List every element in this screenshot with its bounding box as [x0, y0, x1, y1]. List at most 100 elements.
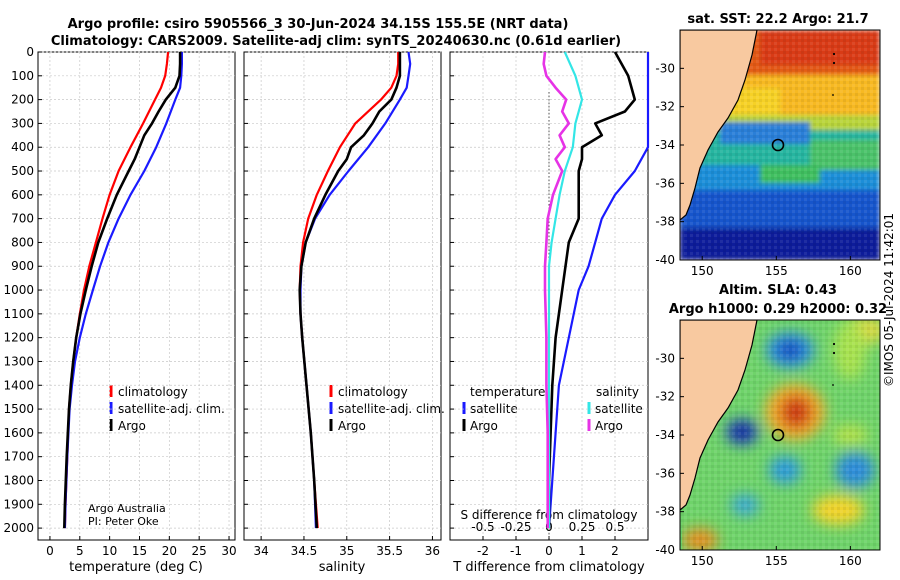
legend-climatology-label: climatology	[338, 385, 408, 399]
y-tick-label: 700	[11, 212, 34, 226]
salinity-axes-box	[243, 51, 442, 541]
land-coast	[680, 30, 758, 221]
x-tick-label: 20	[162, 544, 177, 558]
copyright-label: ©IMOS 05-Jul-2024 11:42:01	[882, 213, 896, 387]
credit-line-1: Argo Australia	[88, 502, 166, 515]
sla-map: Altim. SLA: 0.43 Argo h1000: 0.29 h2000:…	[669, 283, 887, 551]
y-tick-label: 1300	[3, 354, 34, 368]
map-x-tick-label: 160	[839, 554, 862, 568]
x2-tick-label: -0.5	[471, 520, 494, 534]
y-tick-label: 900	[11, 259, 34, 273]
y-tick-label: 1400	[3, 378, 34, 392]
difference-legend: temperature salinity satellite Argo sate…	[462, 385, 643, 433]
legend-temperature-title: temperature	[470, 385, 545, 399]
x-tick-label: 35.5	[376, 544, 403, 558]
x-tick-label: -1	[510, 544, 522, 558]
y-tick-label: 1900	[3, 497, 34, 511]
map-y-tick-label: -30	[655, 351, 675, 365]
x-tick-label: 36	[425, 544, 440, 558]
series-line-salinity-argo	[542, 51, 571, 529]
temperature-axes-box	[37, 51, 236, 541]
salinity-xlabel: salinity	[319, 560, 366, 575]
x-tick-label: -2	[477, 544, 489, 558]
map-y-tick-label: -34	[655, 138, 675, 152]
x2-tick-label: 0.5	[605, 520, 624, 534]
y-tick-label: 200	[11, 93, 34, 107]
map-x-tick-label: 150	[691, 554, 714, 568]
x-tick-label: 15	[132, 544, 147, 558]
legend-climatology-label: climatology	[118, 385, 188, 399]
float-position-marker	[771, 138, 785, 152]
map-x-tick-label: 160	[839, 264, 862, 278]
series-line-argo	[298, 52, 402, 529]
legend-t-satellite-label: satellite	[470, 402, 518, 416]
y-tick-label: 1700	[3, 450, 34, 464]
legend-t-argo-label: Argo	[470, 419, 498, 433]
sst-map: sat. SST: 22.2 Argo: 21.7	[679, 12, 881, 261]
series-line-salinity-satellite	[547, 51, 584, 529]
series-line-temperature-satellite	[547, 52, 650, 529]
map-y-tick-label: -30	[655, 61, 675, 75]
x-tick-label: 34.5	[291, 544, 318, 558]
x-tick-label: 35	[339, 544, 354, 558]
map-y-tick-label: -38	[655, 215, 675, 229]
y-tick-label: 1500	[3, 402, 34, 416]
map-y-tick-label: -38	[655, 505, 675, 519]
map-x-tick-label: 155	[765, 264, 788, 278]
legend-satellite-label: satellite-adj. clim.	[338, 402, 445, 416]
salinity-panel	[243, 51, 442, 541]
land-coast	[680, 320, 758, 511]
sst-map-title: sat. SST: 22.2 Argo: 21.7	[687, 12, 868, 27]
y-tick-label: 400	[11, 140, 34, 154]
series-line-temperature-argo	[547, 51, 637, 529]
y-tick-label: 1100	[3, 307, 34, 321]
x-tick-label: 10	[102, 544, 117, 558]
temperature-panel	[37, 51, 236, 541]
map-x-tick-label: 150	[691, 264, 714, 278]
x2-tick-label: 0.25	[569, 520, 596, 534]
x2-tick-label: -0.25	[500, 520, 531, 534]
map-y-tick-label: -40	[655, 253, 675, 267]
map-y-tick-label: -32	[655, 100, 675, 114]
y-tick-label: 1000	[3, 283, 34, 297]
generated-chart-marks: 0100200300400500600700800900100011001200…	[3, 45, 861, 568]
x-tick-label: 5	[76, 544, 84, 558]
y-tick-label: 100	[11, 69, 34, 83]
map-y-tick-label: -34	[655, 428, 675, 442]
x-tick-label: 1	[578, 544, 586, 558]
map-y-tick-label: -32	[655, 390, 675, 404]
legend-argo-label: Argo	[118, 419, 146, 433]
difference-xlabel: T difference from climatology	[452, 560, 645, 575]
temperature-legend: climatology satellite-adj. clim. Argo	[109, 385, 225, 433]
y-tick-label: 1600	[3, 426, 34, 440]
float-position-marker	[771, 428, 785, 442]
legend-salinity-title: salinity	[596, 385, 639, 399]
header-line-2: Climatology: CARS2009. Satellite-adj cli…	[51, 34, 621, 49]
x-tick-label: 34	[253, 544, 268, 558]
legend-argo-label: Argo	[338, 419, 366, 433]
map-y-tick-label: -36	[655, 176, 675, 190]
y-tick-label: 800	[11, 235, 34, 249]
y-tick-label: 1800	[3, 473, 34, 487]
sla-map-title-2: Argo h1000: 0.29 h2000: 0.32	[669, 302, 887, 317]
map-y-tick-label: -36	[655, 466, 675, 480]
map-x-tick-label: 155	[765, 554, 788, 568]
y-tick-label: 2000	[3, 521, 34, 535]
temperature-xlabel: temperature (deg C)	[69, 560, 203, 575]
sla-map-title-1: Altim. SLA: 0.43	[719, 283, 837, 298]
x-tick-label: 25	[192, 544, 207, 558]
x-tick-label: 0	[545, 544, 553, 558]
x-tick-label: 2	[611, 544, 619, 558]
map-y-tick-label: -40	[655, 543, 675, 557]
y-tick-label: 600	[11, 188, 34, 202]
credit-line-2: PI: Peter Oke	[88, 515, 159, 528]
x-tick-label: 0	[46, 544, 54, 558]
x-tick-label: 30	[221, 544, 236, 558]
y-tick-label: 500	[11, 164, 34, 178]
legend-s-argo-label: Argo	[595, 419, 623, 433]
series-line-argo	[63, 52, 182, 529]
y-tick-label: 1200	[3, 331, 34, 345]
y-tick-label: 0	[26, 45, 34, 59]
y-tick-label: 300	[11, 116, 34, 130]
